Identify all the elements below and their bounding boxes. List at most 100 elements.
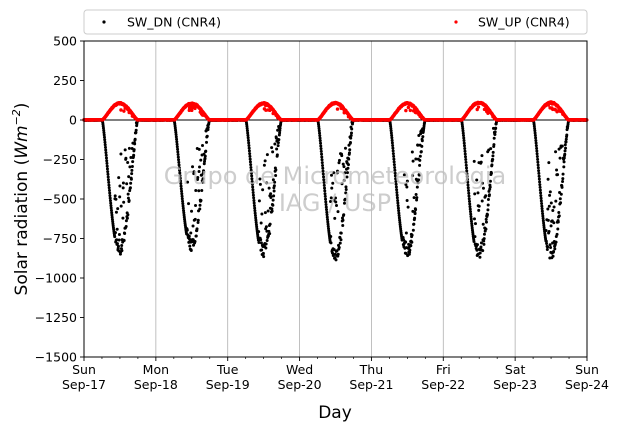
sw-dn-point [419, 150, 423, 154]
sw-dn-point [134, 128, 138, 132]
sw-dn-point [318, 136, 322, 140]
sw-dn-point [467, 191, 471, 195]
sw-dn-point [395, 193, 399, 197]
sw-dn-point [392, 154, 396, 158]
sw-dn-point [536, 163, 540, 167]
sw-dn-point [102, 133, 106, 137]
sw-dn-point [392, 163, 396, 167]
sw-dn-point [124, 219, 128, 223]
sw-dn-point [466, 189, 470, 193]
sw-dn-point [175, 140, 179, 144]
sw-dn-point [413, 216, 417, 220]
sw-up-point [119, 108, 123, 112]
sw-dn-point [397, 213, 401, 217]
sw-dn-point [537, 174, 541, 178]
y-tick-label: −1000 [35, 271, 77, 286]
sw-dn-point [321, 172, 325, 176]
sw-dn-point [133, 142, 137, 146]
sw-dn-point [265, 181, 269, 185]
sw-dn-point [271, 150, 275, 154]
sw-up-point [408, 108, 413, 113]
sw-dn-point [341, 218, 345, 222]
sw-dn-point [557, 210, 561, 214]
sw-dn-point [391, 146, 395, 150]
x-tick-label-date: Sep-19 [206, 377, 250, 392]
sw-dn-point [266, 209, 270, 213]
sw-dn-point [108, 196, 112, 200]
sw-dn-point [252, 198, 256, 202]
sw-dn-point [269, 195, 273, 199]
sw-dn-point [554, 150, 558, 154]
sw-dn-point [182, 211, 186, 215]
sw-dn-point [410, 150, 414, 154]
sw-dn-point [336, 252, 340, 256]
sw-dn-point [269, 192, 273, 196]
sw-dn-point [473, 192, 477, 196]
sw-dn-point [414, 208, 418, 212]
sw-dn-point [259, 238, 263, 242]
sw-dn-point [271, 178, 275, 182]
sw-dn-point [344, 185, 348, 189]
sw-dn-point [192, 170, 196, 174]
sw-dn-point [103, 143, 107, 147]
sw-dn-point [104, 151, 108, 155]
sw-dn-point [203, 154, 207, 158]
sw-dn-point [538, 185, 542, 189]
sw-dn-point [178, 171, 182, 175]
sw-dn-point [246, 131, 250, 135]
sw-dn-point [128, 165, 132, 169]
sw-dn-point [534, 144, 538, 148]
sw-dn-point [194, 204, 198, 208]
sw-dn-point [390, 136, 394, 140]
sw-dn-point [464, 158, 468, 162]
sw-dn-point [110, 211, 114, 215]
legend-marker-sw-dn [102, 20, 106, 24]
sw-dn-point [122, 238, 126, 242]
sw-dn-point [324, 202, 328, 206]
sw-dn-point [462, 141, 466, 145]
sw-dn-point [537, 177, 541, 181]
sw-dn-point [475, 248, 479, 252]
sw-dn-point [132, 153, 136, 157]
sw-dn-point [348, 148, 352, 152]
sw-dn-point [540, 204, 544, 208]
sw-dn-point [250, 182, 254, 186]
sw-dn-point [393, 165, 397, 169]
sw-dn-point [131, 160, 135, 164]
sw-dn-point [270, 207, 274, 211]
sw-dn-point [106, 172, 110, 176]
sw-dn-point [175, 145, 179, 149]
sw-dn-point [560, 144, 564, 148]
sw-dn-point [116, 207, 120, 211]
sw-dn-point [391, 149, 395, 153]
sw-dn-point [464, 163, 468, 167]
sw-dn-point [411, 174, 415, 177]
sw-dn-point [264, 225, 268, 229]
sw-dn-point [324, 197, 328, 201]
sw-dn-point [546, 177, 550, 181]
sw-dn-point [467, 197, 471, 201]
sw-dn-point [121, 186, 125, 190]
sw-dn-point [249, 168, 253, 172]
sw-dn-point [337, 246, 341, 250]
sw-dn-point [325, 210, 329, 214]
sw-dn-point [106, 175, 110, 179]
x-tick-label-day: Sun [72, 362, 96, 377]
sw-dn-point [492, 143, 496, 147]
sw-dn-point [190, 209, 194, 213]
sw-dn-point [128, 186, 132, 190]
sw-dn-point [477, 208, 481, 212]
sw-dn-point [188, 237, 192, 241]
sw-dn-point [323, 186, 327, 190]
sw-dn-point [126, 192, 130, 196]
sw-dn-point [250, 174, 254, 178]
sw-dn-point [481, 222, 485, 226]
sw-dn-point [124, 156, 128, 160]
sw-dn-point [389, 129, 393, 133]
sw-dn-point [259, 221, 263, 225]
grid-lines [155, 41, 516, 357]
sw-dn-point [326, 224, 330, 228]
sw-dn-point [341, 224, 345, 228]
sw-dn-point [272, 194, 276, 198]
sw-dn-point [396, 206, 400, 210]
